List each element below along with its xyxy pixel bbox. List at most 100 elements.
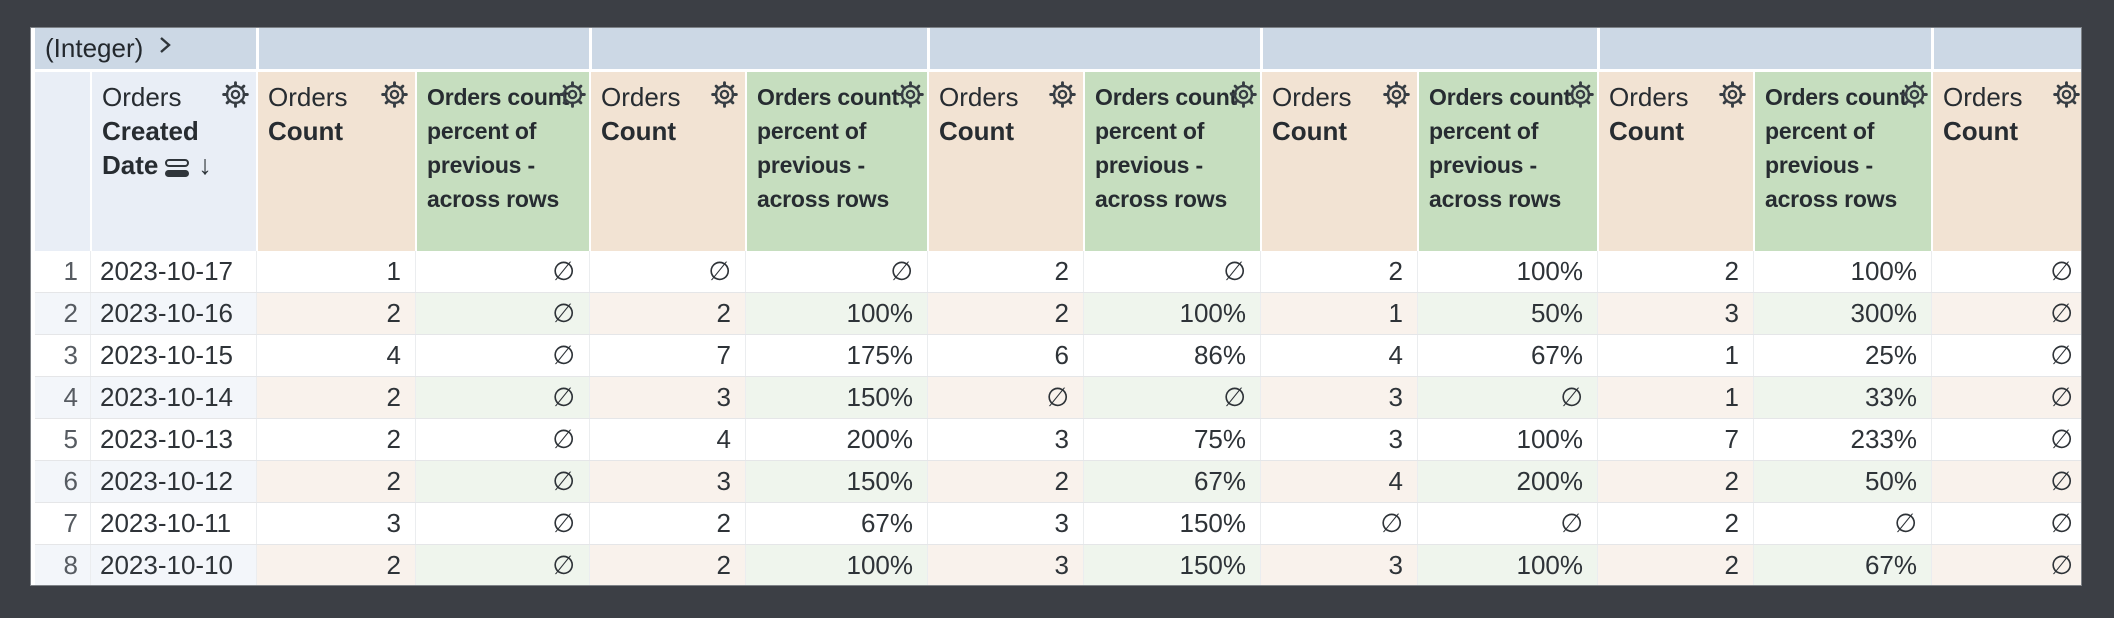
- null-value-cell[interactable]: ∅: [1083, 377, 1260, 418]
- value-cell[interactable]: 1: [1260, 293, 1417, 334]
- value-cell[interactable]: 3: [589, 377, 745, 418]
- value-cell[interactable]: 150%: [1083, 545, 1260, 585]
- null-value-cell[interactable]: ∅: [415, 251, 589, 292]
- date-cell[interactable]: 2023-10-15: [90, 335, 256, 376]
- value-cell[interactable]: 3: [1597, 293, 1753, 334]
- value-cell[interactable]: 86%: [1083, 335, 1260, 376]
- gear-icon[interactable]: [1382, 80, 1411, 117]
- value-cell[interactable]: 300%: [1753, 293, 1931, 334]
- value-cell[interactable]: 25%: [1753, 335, 1931, 376]
- date-cell[interactable]: 2023-10-16: [90, 293, 256, 334]
- value-cell[interactable]: 3: [1260, 419, 1417, 460]
- percent-of-previous-header[interactable]: Orders count percent of previous - acros…: [745, 72, 927, 251]
- null-value-cell[interactable]: ∅: [415, 461, 589, 502]
- value-cell[interactable]: 2: [1597, 545, 1753, 585]
- value-cell[interactable]: 7: [589, 335, 745, 376]
- date-cell[interactable]: 2023-10-17: [90, 251, 256, 292]
- value-cell[interactable]: 7: [1597, 419, 1753, 460]
- value-cell[interactable]: 6: [927, 335, 1083, 376]
- value-cell[interactable]: 100%: [1417, 545, 1597, 585]
- gear-icon[interactable]: [896, 80, 925, 118]
- null-value-cell[interactable]: ∅: [1931, 419, 2081, 460]
- value-cell[interactable]: 67%: [1083, 461, 1260, 502]
- null-value-cell[interactable]: ∅: [1931, 335, 2081, 376]
- value-cell[interactable]: 3: [927, 419, 1083, 460]
- null-value-cell[interactable]: ∅: [1931, 545, 2081, 585]
- value-cell[interactable]: 150%: [745, 461, 927, 502]
- value-cell[interactable]: 150%: [1083, 503, 1260, 544]
- orders-count-header[interactable]: Orders Count: [1260, 72, 1417, 251]
- orders-created-date-header[interactable]: Orders Created Date ↓: [90, 72, 256, 251]
- value-cell[interactable]: 1: [1597, 377, 1753, 418]
- value-cell[interactable]: 2: [1597, 251, 1753, 292]
- value-cell[interactable]: 100%: [1083, 293, 1260, 334]
- value-cell[interactable]: 3: [927, 545, 1083, 585]
- chevron-right-icon[interactable]: [155, 33, 175, 64]
- value-cell[interactable]: 150%: [745, 377, 927, 418]
- null-value-cell[interactable]: ∅: [1931, 293, 2081, 334]
- percent-of-previous-header[interactable]: Orders count percent of previous - acros…: [1083, 72, 1260, 251]
- gear-icon[interactable]: [380, 80, 409, 117]
- value-cell[interactable]: 50%: [1753, 461, 1931, 502]
- null-value-cell[interactable]: ∅: [1417, 377, 1597, 418]
- row-groups-icon[interactable]: [165, 159, 190, 177]
- null-value-cell[interactable]: ∅: [1753, 503, 1931, 544]
- value-cell[interactable]: 4: [1260, 335, 1417, 376]
- value-cell[interactable]: 67%: [745, 503, 927, 544]
- value-cell[interactable]: 67%: [1417, 335, 1597, 376]
- null-value-cell[interactable]: ∅: [415, 419, 589, 460]
- null-value-cell[interactable]: ∅: [1931, 377, 2081, 418]
- value-cell[interactable]: 3: [589, 461, 745, 502]
- gear-icon[interactable]: [2052, 80, 2081, 117]
- null-value-cell[interactable]: ∅: [1931, 461, 2081, 502]
- gear-icon[interactable]: [558, 80, 587, 118]
- null-value-cell[interactable]: ∅: [415, 503, 589, 544]
- value-cell[interactable]: 2: [1260, 251, 1417, 292]
- gear-icon[interactable]: [1566, 80, 1595, 118]
- date-cell[interactable]: 2023-10-12: [90, 461, 256, 502]
- gear-icon[interactable]: [1718, 80, 1747, 117]
- value-cell[interactable]: 100%: [1753, 251, 1931, 292]
- null-value-cell[interactable]: ∅: [745, 251, 927, 292]
- value-cell[interactable]: 4: [1260, 461, 1417, 502]
- value-cell[interactable]: 3: [256, 503, 415, 544]
- value-cell[interactable]: 2: [256, 545, 415, 585]
- null-value-cell[interactable]: ∅: [1083, 251, 1260, 292]
- gear-icon[interactable]: [1048, 80, 1077, 117]
- orders-count-header[interactable]: Orders Count: [256, 72, 415, 251]
- value-cell[interactable]: 75%: [1083, 419, 1260, 460]
- value-cell[interactable]: 2: [589, 293, 745, 334]
- null-value-cell[interactable]: ∅: [415, 545, 589, 585]
- value-cell[interactable]: 1: [256, 251, 415, 292]
- value-cell[interactable]: 2: [1597, 461, 1753, 502]
- orders-count-header[interactable]: Orders Count: [927, 72, 1083, 251]
- null-value-cell[interactable]: ∅: [589, 251, 745, 292]
- orders-count-header[interactable]: Orders Count: [589, 72, 745, 251]
- value-cell[interactable]: 1: [1597, 335, 1753, 376]
- value-cell[interactable]: 2: [1597, 503, 1753, 544]
- value-cell[interactable]: 200%: [1417, 461, 1597, 502]
- value-cell[interactable]: 4: [256, 335, 415, 376]
- value-cell[interactable]: 50%: [1417, 293, 1597, 334]
- value-cell[interactable]: 67%: [1753, 545, 1931, 585]
- gear-icon[interactable]: [1900, 80, 1929, 118]
- value-cell[interactable]: 4: [589, 419, 745, 460]
- value-cell[interactable]: 2: [927, 293, 1083, 334]
- value-cell[interactable]: 3: [927, 503, 1083, 544]
- date-cell[interactable]: 2023-10-10: [90, 545, 256, 585]
- date-cell[interactable]: 2023-10-13: [90, 419, 256, 460]
- value-cell[interactable]: 100%: [745, 545, 927, 585]
- value-cell[interactable]: 2: [927, 251, 1083, 292]
- percent-of-previous-header[interactable]: Orders count percent of previous - acros…: [1753, 72, 1931, 251]
- null-value-cell[interactable]: ∅: [1931, 251, 2081, 292]
- value-cell[interactable]: 2: [589, 545, 745, 585]
- value-cell[interactable]: 233%: [1753, 419, 1931, 460]
- value-cell[interactable]: 33%: [1753, 377, 1931, 418]
- value-cell[interactable]: 3: [1260, 377, 1417, 418]
- value-cell[interactable]: 100%: [1417, 419, 1597, 460]
- null-value-cell[interactable]: ∅: [415, 293, 589, 334]
- value-cell[interactable]: 100%: [745, 293, 927, 334]
- sort-desc-arrow-icon[interactable]: ↓: [198, 150, 212, 180]
- null-value-cell[interactable]: ∅: [1931, 503, 2081, 544]
- percent-of-previous-header[interactable]: Orders count percent of previous - acros…: [415, 72, 589, 251]
